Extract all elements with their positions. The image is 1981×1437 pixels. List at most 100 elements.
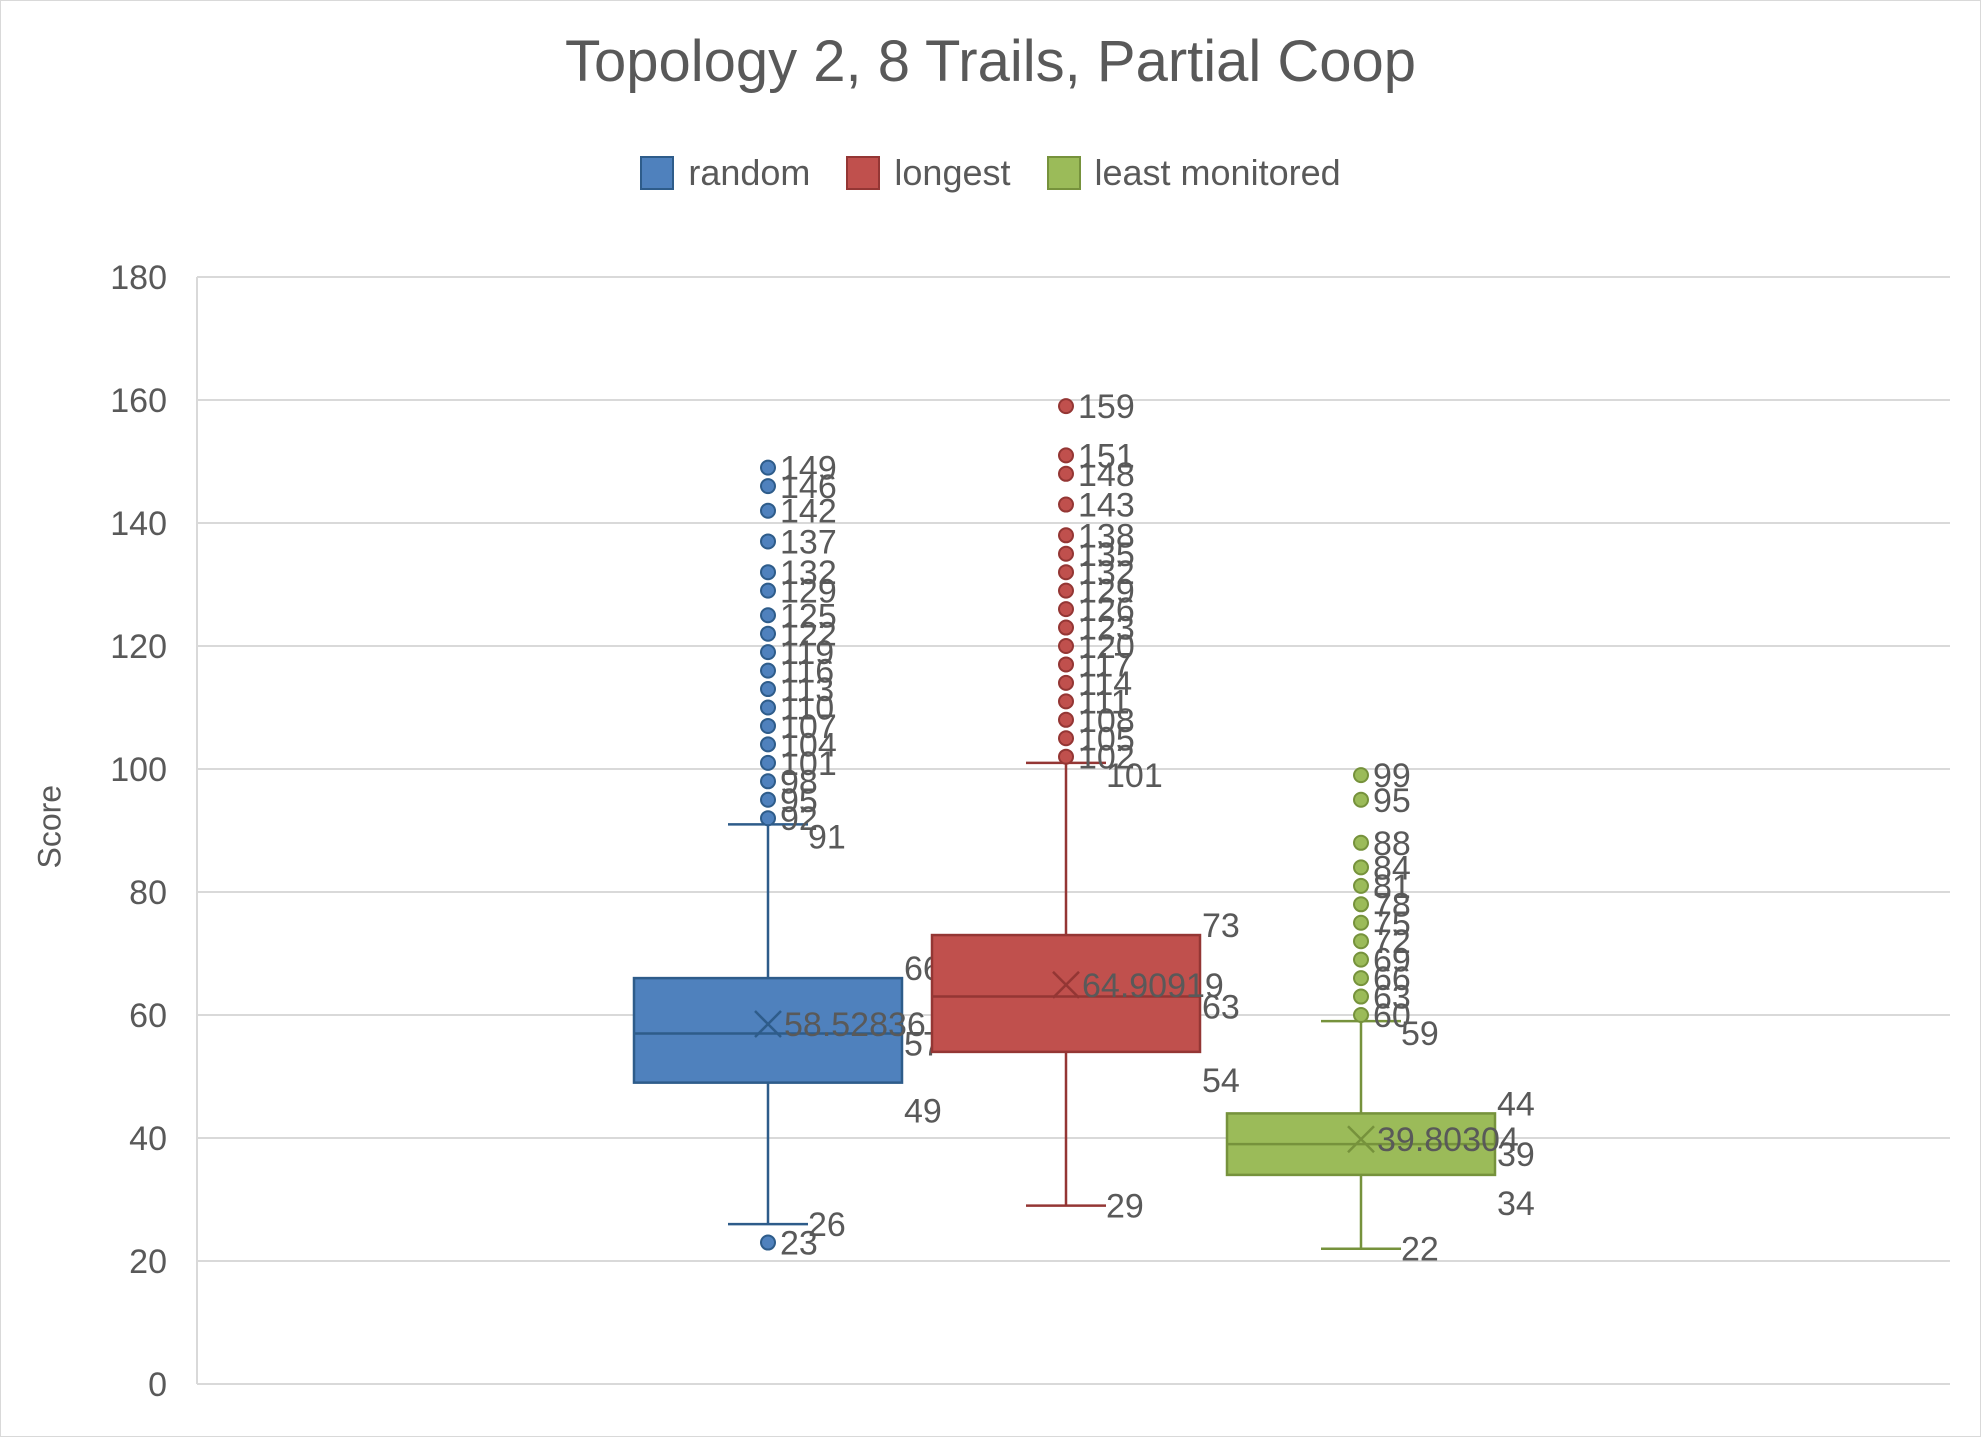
outlier-point-random xyxy=(760,644,776,661)
outlier-point-longest xyxy=(1058,582,1074,599)
outlier-point-least-monitored xyxy=(1353,767,1369,784)
outlier-point-random xyxy=(760,625,776,642)
outlier-label-random: 104 xyxy=(780,726,837,764)
outlier-point-longest xyxy=(1058,693,1074,710)
y-tick-label: 20 xyxy=(129,1243,167,1281)
outlier-label-least-monitored: 75 xyxy=(1373,905,1411,943)
outlier-point-longest xyxy=(1058,638,1074,654)
outlier-label-longest: 132 xyxy=(1078,554,1135,592)
outlier-label-random: 119 xyxy=(780,634,834,672)
chart-title: Topology 2, 8 Trails, Partial Coop xyxy=(564,29,1417,94)
outlier-label-longest: 105 xyxy=(1078,720,1135,758)
outlier-point-least-monitored xyxy=(1353,933,1369,950)
outlier-label-random: 146 xyxy=(780,468,837,506)
q1-label-random: 49 xyxy=(904,1093,942,1131)
outlier-point-random xyxy=(760,810,776,827)
outlier-point-longest xyxy=(1058,496,1074,513)
legend-label-longest: longest xyxy=(894,152,1011,193)
outlier-label-random: 107 xyxy=(780,708,837,746)
outlier-label-longest: 123 xyxy=(1078,610,1135,648)
outlier-label-random: 101 xyxy=(780,745,837,783)
outlier-point-least-monitored xyxy=(1353,914,1369,931)
y-tick-label: 140 xyxy=(110,505,167,543)
outlier-point-random xyxy=(760,736,776,753)
outlier-point-longest xyxy=(1058,619,1074,636)
outlier-point-random xyxy=(760,533,776,550)
outlier-label-longest: 135 xyxy=(1078,536,1135,574)
median-label-least-monitored: 39 xyxy=(1497,1136,1535,1174)
outlier-label-random: 116 xyxy=(780,653,834,691)
outlier-point-least-monitored xyxy=(1353,988,1369,1005)
outlier-point-least-monitored xyxy=(1353,951,1369,968)
y-tick-label: 60 xyxy=(129,997,167,1035)
outlier-label-random: 23 xyxy=(780,1225,818,1263)
legend-swatch-least-monitored xyxy=(1046,156,1081,190)
min-whisker-label-longest: 29 xyxy=(1106,1188,1144,1226)
outlier-point-longest xyxy=(1058,398,1074,415)
box-longest xyxy=(930,933,1202,1054)
outlier-label-least-monitored: 60 xyxy=(1373,997,1411,1035)
outlier-label-longest: 129 xyxy=(1078,573,1135,611)
max-whisker-label-longest: 101 xyxy=(1106,757,1163,795)
outlier-label-random: 132 xyxy=(780,554,837,592)
outlier-point-random xyxy=(760,607,776,624)
outlier-label-least-monitored: 63 xyxy=(1373,979,1411,1017)
outlier-point-random xyxy=(760,717,776,734)
outlier-point-least-monitored xyxy=(1353,859,1369,876)
outlier-point-least-monitored xyxy=(1353,970,1369,987)
outlier-point-random xyxy=(760,459,776,476)
mean-label-longest: 64.90919 xyxy=(1082,967,1224,1005)
outlier-label-least-monitored: 69 xyxy=(1373,942,1411,980)
mean-marker-random xyxy=(754,1010,782,1038)
q3-label-longest: 73 xyxy=(1202,907,1240,945)
outlier-point-random xyxy=(760,699,776,716)
mean-label-least-monitored: 39.80304 xyxy=(1377,1121,1519,1159)
outlier-label-longest: 148 xyxy=(1078,456,1135,494)
outlier-label-longest: 159 xyxy=(1078,388,1135,426)
y-tick-label: 100 xyxy=(110,751,167,789)
outlier-point-random xyxy=(760,773,776,790)
outlier-point-longest xyxy=(1058,564,1074,581)
outlier-label-random: 149 xyxy=(780,450,837,488)
outlier-label-least-monitored: 78 xyxy=(1373,886,1411,924)
y-tick-label: 40 xyxy=(129,1120,167,1158)
outlier-point-longest xyxy=(1058,711,1074,728)
q1-label-longest: 54 xyxy=(1202,1062,1240,1100)
mean-marker-least-monitored xyxy=(1347,1125,1375,1154)
outlier-label-longest: 117 xyxy=(1078,646,1132,684)
outlier-point-least-monitored xyxy=(1353,1007,1369,1023)
outlier-label-random: 92 xyxy=(780,800,818,838)
outlier-label-random: 142 xyxy=(780,493,837,531)
outlier-point-least-monitored xyxy=(1353,834,1369,851)
y-tick-label: 180 xyxy=(110,259,167,297)
outlier-label-random: 98 xyxy=(780,763,818,801)
outlier-label-random: 129 xyxy=(780,573,837,611)
legend-item-longest: longest xyxy=(846,152,1011,194)
outlier-point-random xyxy=(760,1234,776,1251)
mean-marker-longest xyxy=(1052,970,1080,999)
legend-item-least-monitored: least monitored xyxy=(1046,152,1341,194)
outlier-point-least-monitored xyxy=(1353,877,1369,894)
y-tick-label: 160 xyxy=(110,382,167,420)
outlier-label-least-monitored: 84 xyxy=(1373,849,1411,887)
outlier-point-random xyxy=(760,754,776,771)
y-tick-label: 120 xyxy=(110,628,167,666)
min-whisker-label-random: 26 xyxy=(808,1206,846,1244)
q3-label-least-monitored: 44 xyxy=(1497,1085,1535,1123)
outlier-point-least-monitored xyxy=(1353,896,1369,913)
outlier-point-random xyxy=(760,662,776,679)
outlier-label-random: 95 xyxy=(780,782,818,820)
outlier-label-random: 110 xyxy=(780,690,834,728)
outlier-point-longest xyxy=(1058,601,1074,618)
outlier-label-random: 113 xyxy=(780,671,834,709)
outlier-point-longest xyxy=(1058,447,1074,464)
outlier-label-least-monitored: 72 xyxy=(1373,923,1411,961)
outlier-label-longest: 151 xyxy=(1078,437,1135,475)
max-whisker-label-least-monitored: 59 xyxy=(1401,1015,1439,1053)
y-tick-label: 0 xyxy=(148,1366,167,1404)
outlier-label-longest: 111 xyxy=(1078,683,1130,721)
outlier-point-random xyxy=(760,502,776,519)
legend-item-random: random xyxy=(640,152,810,194)
